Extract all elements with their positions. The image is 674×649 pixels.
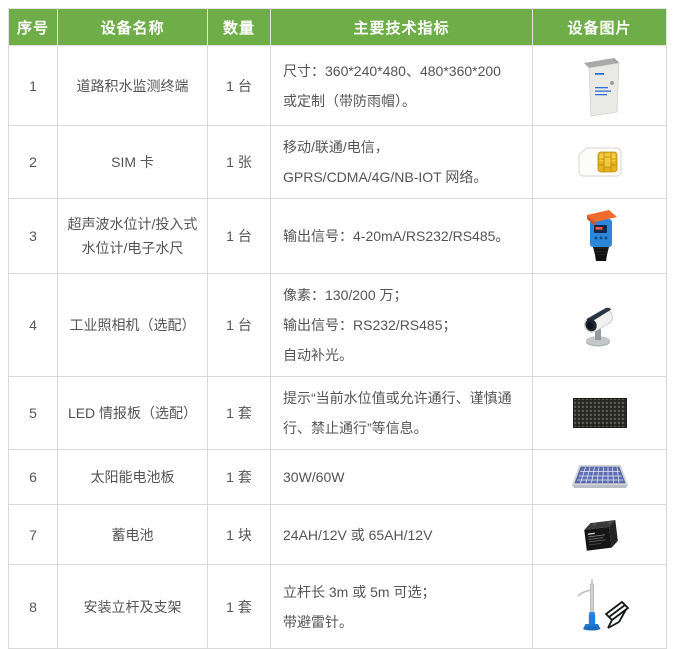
col-header-index: 序号: [8, 8, 58, 46]
equipment-name-line: 超声波水位计/投入式: [67, 216, 198, 232]
tech-spec-line: 或定制（带防雨帽）。: [283, 92, 416, 109]
tech-spec-line: 行、禁止通行”等信息。: [283, 420, 428, 436]
tech-spec: 24AH/12V 或 65AH/12V: [270, 504, 533, 565]
equipment-image-cell: [532, 45, 667, 126]
header-row: 序号 设备名称 数量 主要技术指标 设备图片: [8, 8, 667, 46]
equipment-image-cell: [532, 376, 667, 450]
equipment-name-line: 道路积水监测终端: [76, 77, 189, 94]
equipment-name: 道路积水监测终端: [57, 45, 208, 126]
solar-panel-image: [571, 465, 628, 488]
equipment-name-line: 安装立杆及支架: [83, 598, 182, 615]
row-index: 5: [8, 376, 58, 450]
col-header-qty: 数量: [207, 8, 271, 46]
equipment-name: 超声波水位计/投入式 水位计/电子水尺: [57, 198, 208, 274]
table-row: 4 工业照相机（选配） 1 台像素：130/200 万； 输出信号：RS232/RS4…: [8, 273, 667, 377]
equipment-name-line: 蓄电池: [111, 526, 154, 543]
equipment-name-line: 水位计/电子水尺: [81, 240, 184, 256]
tech-spec: 输出信号：4-20mA/RS232/RS485。: [270, 198, 533, 274]
cabinet-image: [583, 57, 619, 116]
row-index: 2: [8, 125, 58, 199]
equipment-image-cell: [532, 449, 667, 505]
quantity: 1 台: [207, 198, 271, 274]
equipment-name: SIM 卡: [57, 125, 208, 199]
equipment-name-line: LED 情报板（选配）: [67, 405, 198, 421]
quantity: 1 套: [207, 449, 271, 505]
equipment-image-cell: [532, 564, 667, 649]
quantity: 1 套: [207, 376, 271, 450]
pole-bracket-image: [576, 578, 629, 630]
equipment-image-cell: [532, 125, 667, 199]
tech-spec-line: 输出信号：RS232/RS485；: [283, 317, 457, 333]
tech-spec-line: 移动/联通/电信，: [283, 139, 389, 155]
equipment-table-wrap: 序号 设备名称 数量 主要技术指标 设备图片 1 道路积水监测终端 1 台尺寸：36…: [8, 8, 667, 649]
tech-spec-line: 自动补光。: [283, 347, 353, 363]
table-row: 7 蓄电池 1 块 24AH/12V 或 65AH/12V: [8, 504, 667, 565]
table-row: 8 安装立杆及支架 1 套立杆长 3m 或 5m 可选； 带避雷针。: [8, 564, 667, 649]
quantity: 1 块: [207, 504, 271, 565]
tech-spec: 立杆长 3m 或 5m 可选； 带避雷针。: [270, 564, 533, 649]
quantity: 1 台: [207, 273, 271, 377]
tech-spec-line: GPRS/CDMA/4G/NB-IOT 网络。: [283, 169, 488, 185]
sim-card-image: [578, 147, 621, 177]
tech-spec-line: 尺寸：360*240*480、480*360*200: [283, 62, 501, 79]
equipment-name: LED 情报板（选配）: [57, 376, 208, 450]
table-body: 1 道路积水监测终端 1 台尺寸：360*240*480、480*360*200 或定…: [8, 45, 667, 649]
table-header: 序号 设备名称 数量 主要技术指标 设备图片: [8, 8, 667, 46]
equipment-image-cell: [532, 504, 667, 565]
equipment-image-cell: [532, 198, 667, 274]
tech-spec: 像素：130/200 万； 输出信号：RS232/RS485； 自动补光。: [270, 273, 533, 377]
led-panel-image: [572, 398, 627, 428]
ultrasonic-sensor-image: [586, 210, 617, 261]
equipment-name: 安装立杆及支架: [57, 564, 208, 649]
row-index: 8: [8, 564, 58, 649]
battery-image: [583, 519, 618, 551]
tech-spec-line: 立杆长 3m 或 5m 可选；: [283, 583, 436, 600]
table-row: 6 太阳能电池板 1 套 30W/60W: [8, 449, 667, 505]
tech-spec-line: 输出信号：4-20mA/RS232/RS485。: [283, 228, 510, 244]
tech-spec: 提示“当前水位值或允许通行、谨慎通 行、禁止通行”等信息。: [270, 376, 533, 450]
row-index: 4: [8, 273, 58, 377]
equipment-name: 蓄电池: [57, 504, 208, 565]
tech-spec-line: 带避雷针。: [283, 613, 353, 630]
tech-spec: 移动/联通/电信， GPRS/CDMA/4G/NB-IOT 网络。: [270, 125, 533, 199]
row-index: 3: [8, 198, 58, 274]
camera-image: [583, 307, 613, 347]
table-row: 2 SIM 卡 1 张移动/联通/电信， GPRS/CDMA/4G/NB-IOT 网络…: [8, 125, 667, 199]
tech-spec-line: 像素：130/200 万；: [283, 287, 408, 303]
col-header-image: 设备图片: [532, 8, 667, 46]
col-header-spec: 主要技术指标: [270, 8, 533, 46]
table-row: 3 超声波水位计/投入式 水位计/电子水尺 1 台输出信号：4-20mA/RS232/…: [8, 198, 667, 274]
quantity: 1 套: [207, 564, 271, 649]
equipment-name-line: 工业照相机（选配）: [69, 317, 196, 333]
row-index: 6: [8, 449, 58, 505]
col-header-name: 设备名称: [57, 8, 208, 46]
equipment-name: 工业照相机（选配）: [57, 273, 208, 377]
equipment-name: 太阳能电池板: [57, 449, 208, 505]
tech-spec-line: 24AH/12V 或 65AH/12V: [283, 526, 433, 543]
table-row: 1 道路积水监测终端 1 台尺寸：360*240*480、480*360*200 或定…: [8, 45, 667, 126]
tech-spec-line: 提示“当前水位值或允许通行、谨慎通: [283, 390, 512, 406]
equipment-name-line: 太阳能电池板: [90, 469, 175, 485]
quantity: 1 张: [207, 125, 271, 199]
tech-spec-line: 30W/60W: [283, 469, 345, 485]
row-index: 7: [8, 504, 58, 565]
equipment-table: 序号 设备名称 数量 主要技术指标 设备图片 1 道路积水监测终端 1 台尺寸：36…: [8, 8, 667, 649]
equipment-name-line: SIM 卡: [111, 154, 154, 170]
quantity: 1 台: [207, 45, 271, 126]
row-index: 1: [8, 45, 58, 126]
equipment-image-cell: [532, 273, 667, 377]
tech-spec: 30W/60W: [270, 449, 533, 505]
tech-spec: 尺寸：360*240*480、480*360*200 或定制（带防雨帽）。: [270, 45, 533, 126]
table-row: 5 LED 情报板（选配） 1 套提示“当前水位值或允许通行、谨慎通 行、禁止通行”等…: [8, 376, 667, 450]
